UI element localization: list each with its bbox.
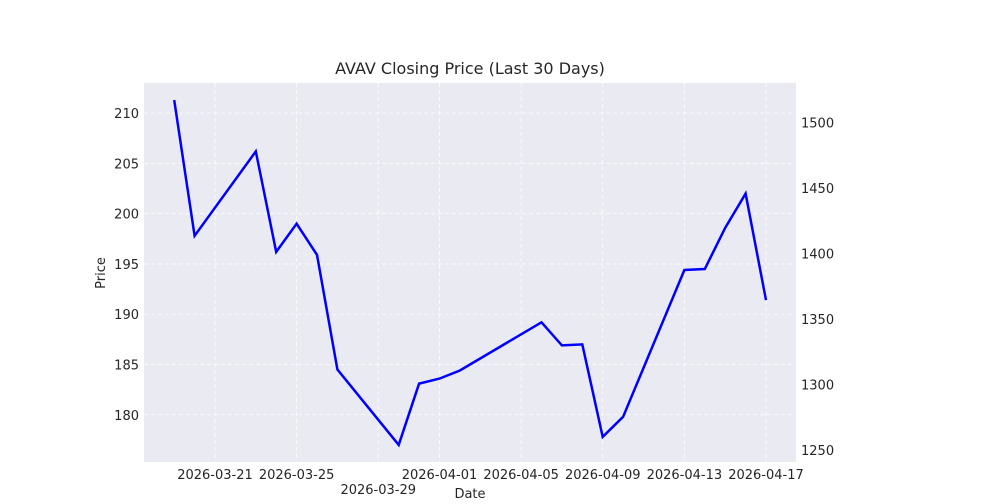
- secondary-y-tick-label: 1400: [801, 247, 834, 262]
- plot-area: [144, 83, 796, 462]
- x-axis-label: Date: [454, 487, 485, 500]
- x-tick-label: 2026-03-25: [259, 468, 335, 483]
- y-axis-label: Price: [94, 257, 109, 289]
- x-tick-label: 2026-03-29: [340, 483, 416, 498]
- secondary-y-tick-label: 1350: [801, 313, 834, 328]
- secondary-y-tick-label: 1250: [801, 444, 834, 459]
- x-tick-label: 2026-04-01: [402, 468, 478, 483]
- chart-title: AVAV Closing Price (Last 30 Days): [335, 59, 605, 78]
- secondary-y-tick-label: 1300: [801, 379, 834, 394]
- x-tick-label: 2026-03-21: [177, 468, 253, 483]
- x-tick-label: 2026-04-17: [728, 468, 804, 483]
- y-tick-label: 190: [114, 308, 139, 323]
- y-tick-label: 205: [114, 157, 139, 172]
- x-tick-label: 2026-04-09: [565, 468, 641, 483]
- y-tick-label: 210: [114, 107, 139, 122]
- y-tick-label: 180: [114, 409, 139, 424]
- x-tick-label: 2026-04-05: [483, 468, 559, 483]
- y-tick-label: 200: [114, 208, 139, 223]
- x-tick-label: 2026-04-13: [647, 468, 723, 483]
- secondary-y-tick-label: 1450: [801, 182, 834, 197]
- y-tick-label: 195: [114, 258, 139, 273]
- y-tick-label: 185: [114, 358, 139, 373]
- secondary-y-tick-label: 1500: [801, 116, 834, 131]
